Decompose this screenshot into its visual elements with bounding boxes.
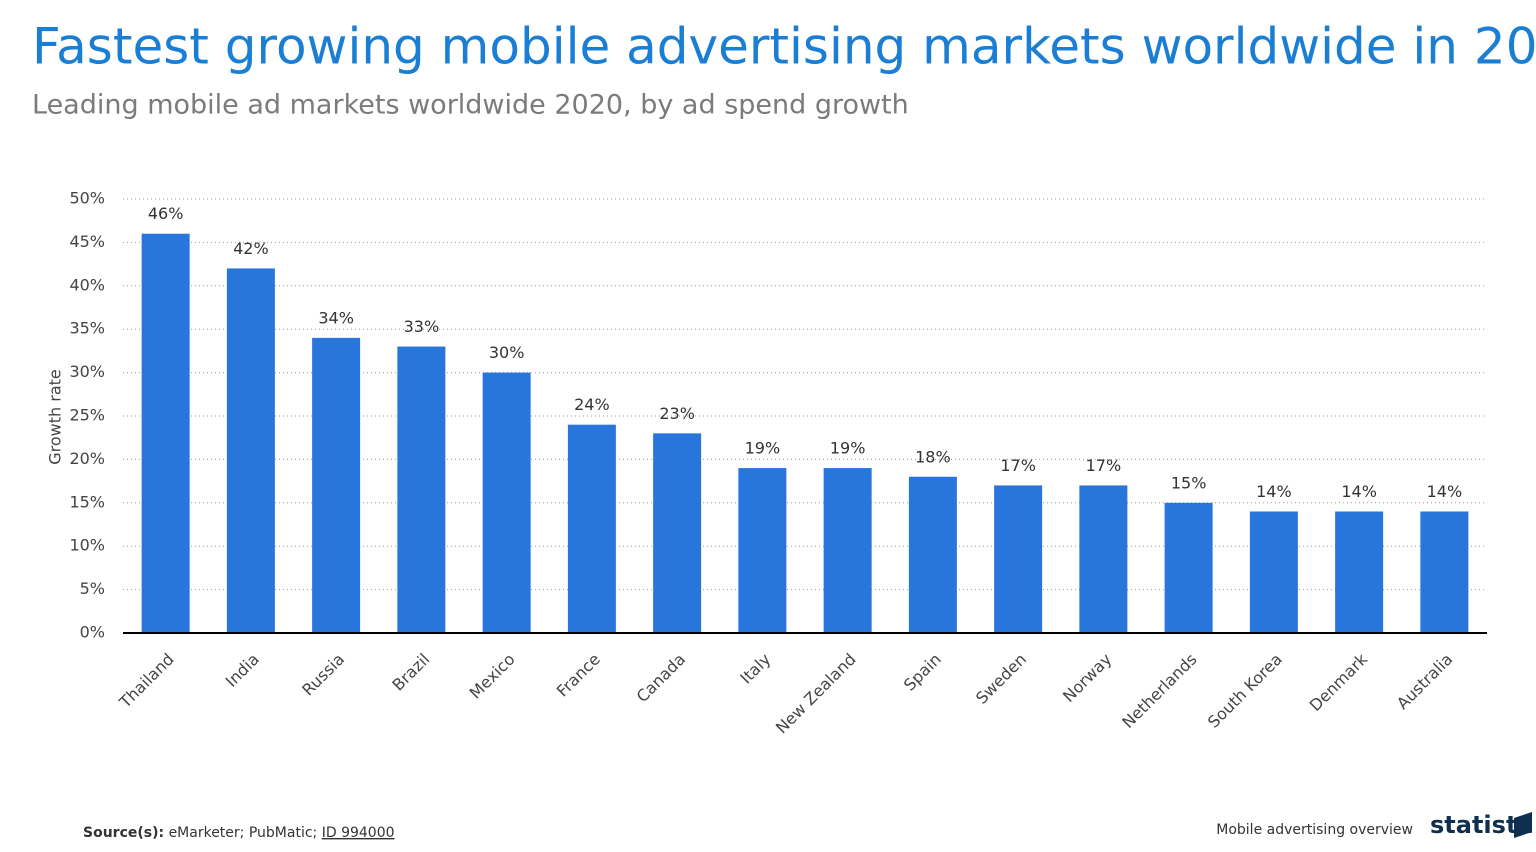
y-tick-label: 30% <box>69 362 105 381</box>
chart-subtitle: Leading mobile ad markets worldwide 2020… <box>32 90 909 121</box>
x-tick-label: Russia <box>298 650 348 700</box>
x-tick-label: India <box>222 650 263 691</box>
value-label: 34% <box>318 308 354 327</box>
bar <box>1420 511 1469 633</box>
value-label: 30% <box>489 343 525 362</box>
value-label: 46% <box>148 204 184 223</box>
value-label: 14% <box>1341 482 1377 501</box>
bar <box>823 468 872 633</box>
value-label: 33% <box>404 317 440 336</box>
bar <box>226 268 275 633</box>
bar <box>141 233 190 633</box>
x-tick-label: South Korea <box>1204 650 1286 732</box>
y-tick-label: 35% <box>69 319 105 338</box>
value-label: 23% <box>659 404 695 423</box>
y-tick-label: 15% <box>69 492 105 511</box>
y-tick-label: 50% <box>69 189 105 208</box>
y-tick-label: 10% <box>69 536 105 555</box>
source-id[interactable]: ID 994000 <box>322 825 395 841</box>
value-label: 14% <box>1256 482 1292 501</box>
bar <box>482 372 531 633</box>
bar <box>397 346 446 633</box>
x-tick-label: Australia <box>1393 650 1456 713</box>
y-tick-label: 25% <box>69 406 105 425</box>
y-tick-label: 40% <box>69 275 105 294</box>
value-label: 14% <box>1427 482 1463 501</box>
bar <box>1079 485 1128 633</box>
chart-title: Fastest growing mobile advertising marke… <box>32 18 1536 76</box>
value-label: 19% <box>830 439 866 458</box>
x-tick-label: Thailand <box>115 650 178 713</box>
bar <box>1249 511 1298 633</box>
x-tick-label: Sweden <box>972 650 1030 708</box>
y-tick-label: 5% <box>80 579 105 598</box>
bar <box>1335 511 1384 633</box>
y-tick-label: 20% <box>69 449 105 468</box>
source: Source(s): eMarketer; PubMatic; ID 99400… <box>83 825 395 841</box>
value-label: 17% <box>1000 456 1036 475</box>
x-tick-label: Brazil <box>388 650 433 695</box>
bar <box>908 476 957 633</box>
x-tick-label: Denmark <box>1306 649 1372 715</box>
x-tick-label: Spain <box>900 650 945 695</box>
y-axis-label: Growth rate <box>46 369 65 465</box>
x-tick-label: New Zealand <box>772 650 860 738</box>
brand-icon <box>1514 812 1532 838</box>
x-tick-label: Mexico <box>466 650 519 703</box>
bar <box>738 468 787 633</box>
y-tick-label: 0% <box>80 623 105 642</box>
topic: Mobile advertising overview <box>1216 822 1413 838</box>
value-label: 18% <box>915 447 951 466</box>
x-tick-label: Italy <box>736 650 774 688</box>
source-label: Source(s): <box>83 825 164 841</box>
x-tick-label: Netherlands <box>1118 650 1200 732</box>
bar <box>1164 502 1213 633</box>
x-tick-label: France <box>553 650 604 701</box>
y-tick-label: 45% <box>69 232 105 251</box>
bar <box>567 424 616 633</box>
bar <box>653 433 702 633</box>
value-label: 24% <box>574 395 610 414</box>
value-label: 15% <box>1171 473 1207 492</box>
value-label: 17% <box>1086 456 1122 475</box>
value-label: 19% <box>745 439 781 458</box>
value-label: 42% <box>233 239 269 258</box>
source-text: eMarketer; PubMatic; <box>169 825 318 841</box>
x-tick-label: Canada <box>633 650 689 706</box>
bar <box>312 337 361 633</box>
x-tick-label: Norway <box>1059 650 1115 706</box>
bar <box>994 485 1043 633</box>
